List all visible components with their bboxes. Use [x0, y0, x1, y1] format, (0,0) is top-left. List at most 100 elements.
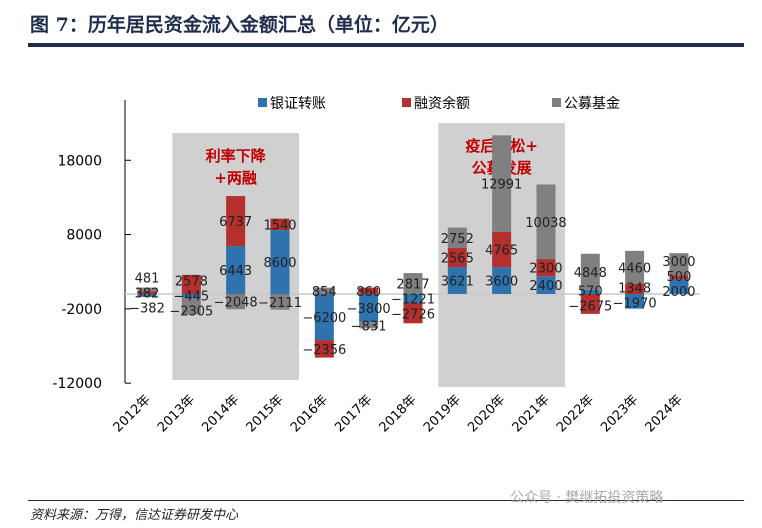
bar-segment	[580, 253, 600, 290]
x-tick-label: 2015年	[244, 392, 287, 435]
title-rule	[28, 43, 744, 47]
bar-segment	[536, 259, 556, 277]
data-label: −445	[173, 289, 209, 304]
data-label: 860	[356, 285, 381, 300]
bar-segment	[669, 275, 689, 280]
x-tick-label: 2014年	[199, 392, 242, 435]
data-label: 4848	[574, 266, 607, 281]
data-label: 2817	[396, 277, 429, 292]
data-label: 2300	[529, 262, 562, 277]
x-tick-label: 2017年	[332, 392, 375, 435]
legend-label: 公募基金	[564, 95, 620, 112]
bar-segment	[492, 267, 512, 294]
bar-segment	[625, 250, 645, 284]
bar-segment	[669, 253, 689, 276]
x-tick-label: 2016年	[288, 392, 331, 435]
data-label: −831	[351, 319, 387, 334]
bar-segment	[137, 291, 157, 294]
bar-segment	[314, 340, 334, 358]
legend-swatch	[258, 98, 267, 107]
bar-segment	[137, 294, 157, 297]
bar-segment	[270, 218, 290, 231]
data-label: 570	[578, 284, 603, 299]
y-tick-label: 18000	[57, 153, 102, 169]
data-label: 4460	[618, 261, 651, 276]
bar-segment	[580, 289, 600, 294]
data-label: −1221	[391, 292, 435, 307]
bar-segment	[181, 274, 201, 294]
annotation-label: +两融	[214, 169, 257, 187]
data-label: 8600	[263, 256, 296, 271]
data-label: 854	[312, 285, 337, 300]
x-tick-label: 2019年	[421, 392, 464, 435]
data-label: −382	[129, 301, 165, 316]
bar-segment	[226, 196, 246, 247]
x-tick-label: 2013年	[155, 392, 198, 435]
data-label: −2111	[258, 296, 302, 311]
bar-segment	[492, 231, 512, 268]
bar-segment	[226, 294, 246, 310]
x-tick-label: 2023年	[598, 392, 641, 435]
bar-segment	[359, 287, 379, 294]
source-note: 资料来源：万得，信达证券研发中心	[30, 508, 239, 523]
data-label: 6737	[219, 215, 252, 230]
data-label: 1540	[263, 218, 296, 233]
bar-segment	[181, 294, 201, 298]
y-tick-label: -2000	[61, 302, 102, 318]
data-label: −3800	[347, 302, 391, 317]
bar-segment	[181, 297, 201, 315]
data-label: −2305	[169, 304, 213, 319]
data-label: 382	[135, 286, 160, 301]
data-label: 2752	[441, 232, 474, 247]
bar-segment	[669, 279, 689, 294]
data-label: 481	[135, 271, 160, 286]
bar-segment	[403, 294, 423, 304]
bar-segment	[447, 267, 467, 294]
data-label: 2000	[662, 285, 695, 300]
x-tick-label: 2018年	[377, 392, 420, 435]
bar-segment	[359, 294, 379, 323]
bar-segment	[226, 246, 246, 294]
y-tick-label: 8000	[66, 228, 102, 244]
data-label: 3621	[441, 275, 474, 290]
watermark: 公众号 · 樊继拓投资策略	[510, 490, 664, 506]
data-label: −2726	[391, 307, 435, 322]
data-label: 10038	[525, 216, 566, 231]
annotation-label: 利率下降	[206, 147, 267, 165]
x-tick-label: 2020年	[465, 392, 508, 435]
bar-segment	[447, 248, 467, 268]
data-label: −2675	[568, 299, 612, 314]
data-label: −2356	[302, 343, 346, 358]
bar-segment	[536, 276, 556, 294]
bar-segment	[625, 294, 645, 309]
data-label: 12991	[481, 178, 522, 193]
footer-rule	[28, 500, 744, 501]
legend-label: 银证转账	[270, 96, 326, 112]
x-tick-label: 2024年	[643, 392, 686, 435]
bar-segment	[403, 303, 423, 324]
bar-segment	[359, 322, 379, 329]
bar-segment	[580, 294, 600, 314]
data-label: 4765	[485, 244, 518, 259]
data-label: −1970	[613, 297, 657, 312]
bar-segment	[314, 294, 334, 341]
data-label: 2578	[175, 274, 208, 289]
bar-segment	[625, 283, 645, 294]
data-label: 2565	[441, 252, 474, 267]
x-tick-label: 2021年	[510, 392, 553, 435]
bar-segment	[447, 227, 467, 249]
data-label: −6200	[302, 311, 346, 326]
data-label: 6443	[219, 264, 252, 279]
legend-swatch	[552, 98, 561, 107]
data-label: 1348	[618, 282, 651, 297]
figure-title: 图 7：历年居民资金流入金额汇总（单位：亿元）	[30, 14, 449, 36]
data-label: 2400	[529, 279, 562, 294]
bar-segment	[492, 135, 512, 232]
bar-segment	[270, 230, 290, 294]
bar-segment	[137, 287, 157, 292]
data-label: 3600	[485, 275, 518, 290]
data-label: 500	[667, 270, 692, 285]
stacked-bar-chart: 利率下降+两融疫后宽松+公募发展180008000-2000-120004813…	[52, 95, 700, 435]
x-tick-label: 2012年	[111, 392, 154, 435]
bar-segment	[536, 184, 556, 260]
